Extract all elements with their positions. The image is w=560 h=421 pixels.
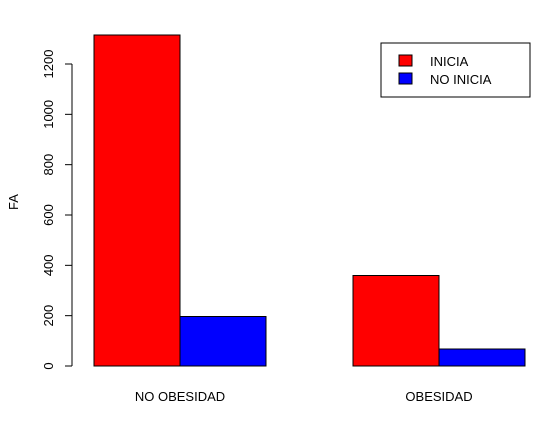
y-tick-label: 1200 <box>41 50 56 79</box>
bars-group <box>93 34 526 367</box>
y-tick-label: 200 <box>41 305 56 327</box>
y-axis-label: FA <box>6 194 21 210</box>
y-axis: 0 200 400 600 800 1000 1200 <box>41 50 73 370</box>
bar-obesidad-no-inicia <box>438 348 526 367</box>
bar-no-obesidad-inicia <box>93 34 181 367</box>
legend-swatch-inicia <box>398 54 413 67</box>
bar-no-obesidad-no-inicia <box>179 315 267 367</box>
legend-label: INICIA <box>430 54 469 69</box>
y-tick-label: 1000 <box>41 100 56 129</box>
legend: INICIA NO INICIA <box>380 42 531 98</box>
legend-swatch-no-inicia <box>398 72 413 85</box>
x-category-label: OBESIDAD <box>405 389 472 404</box>
x-axis-labels: NO OBESIDAD OBESIDAD <box>135 389 473 404</box>
legend-box <box>380 42 531 98</box>
y-tick-label: 400 <box>41 254 56 276</box>
bar-obesidad-inicia <box>352 274 440 367</box>
legend-label: NO INICIA <box>430 72 492 87</box>
y-tick-label: 0 <box>41 362 56 369</box>
y-tick-label: 600 <box>41 204 56 226</box>
y-tick-label: 800 <box>41 154 56 176</box>
x-category-label: NO OBESIDAD <box>135 389 225 404</box>
